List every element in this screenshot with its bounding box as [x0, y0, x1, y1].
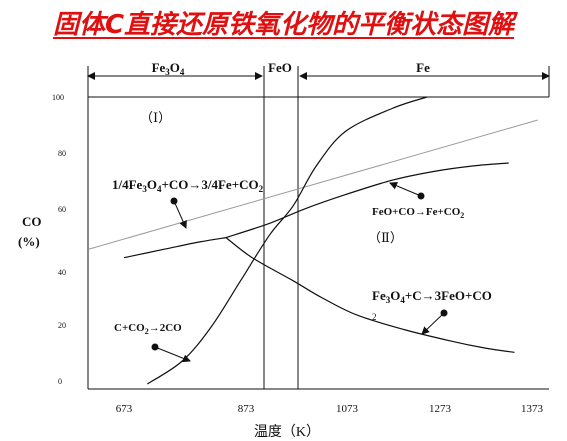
curve-fe3o4-co-fe [123, 237, 227, 259]
page-title: 固体C直接还原铁氧化物的平衡状态图解 [52, 10, 515, 40]
region-two-label: （Ⅱ） [368, 230, 403, 245]
x-tick-1273: 1273 [429, 403, 452, 415]
y-tick-60: 60 [58, 205, 66, 214]
reaction-c-co2-pointer [154, 346, 191, 363]
reaction-fe3o4-c-subscript: 2 [372, 312, 377, 322]
x-tick-1373: 1373 [521, 403, 544, 415]
reaction-c-co2-label: C+CO2→2CO [114, 322, 182, 336]
y-tick-20: 20 [58, 321, 66, 330]
reaction-fe3o4-c-label: Fe3O4+C→3FeO+CO [372, 288, 492, 305]
x-tick-673: 673 [116, 403, 133, 415]
y-tick-80: 80 [58, 149, 66, 158]
region-label-fe: Fe [416, 60, 430, 75]
reaction-fe3o4-c-pointer [421, 312, 445, 335]
x-tick-labels: 673 873 1073 1273 1373 [116, 403, 544, 415]
y-tick-100: 100 [52, 93, 64, 102]
x-tick-873: 873 [238, 403, 255, 415]
x-tick-1073: 1073 [336, 403, 359, 415]
reaction-fe3o4-co-pointer [173, 200, 187, 229]
y-axis-label-unit: (%) [18, 234, 40, 249]
y-tick-40: 40 [58, 268, 66, 277]
curve-c-co2-2co [146, 96, 428, 385]
gray-reference-line [88, 119, 538, 250]
curve-feo-co-fe [225, 162, 509, 239]
x-axis-label: 温度（K） [254, 424, 320, 440]
region-label-fe3o4: Fe3O4 [152, 60, 185, 77]
y-tick-labels: 100 80 60 40 20 0 [52, 93, 66, 386]
reaction-feo-co-label: FeO+CO→Fe+CO2 [372, 206, 464, 220]
curve-fe3o4-c-feo [225, 237, 515, 353]
region-one-label: （Ⅰ） [140, 110, 171, 125]
reaction-fe3o4-co-label: 1/4Fe3O4+CO→3/4Fe+CO2 [112, 177, 264, 194]
region-label-feo: FeO [268, 60, 292, 75]
reaction-feo-co-pointer [389, 182, 422, 197]
y-axis-label-co: CO [22, 214, 42, 229]
y-tick-0: 0 [58, 377, 62, 386]
